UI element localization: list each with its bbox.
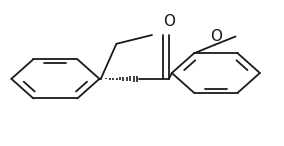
Text: O: O <box>210 29 223 44</box>
Text: O: O <box>163 14 175 29</box>
